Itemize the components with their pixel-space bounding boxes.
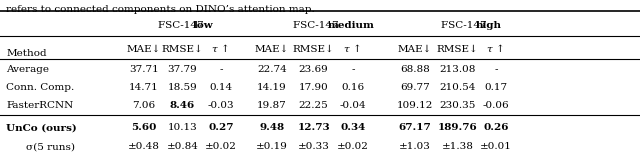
Text: 0.27: 0.27 xyxy=(208,123,234,133)
Text: RMSE↓: RMSE↓ xyxy=(436,45,479,54)
Text: σ(5 runs): σ(5 runs) xyxy=(26,142,75,151)
Text: 0.17: 0.17 xyxy=(484,83,508,92)
Text: 67.17: 67.17 xyxy=(398,123,431,133)
Text: FSC-147: FSC-147 xyxy=(441,21,490,30)
Text: 19.87: 19.87 xyxy=(257,101,287,111)
Text: RMSE↓: RMSE↓ xyxy=(161,45,204,54)
Text: 109.12: 109.12 xyxy=(397,101,433,111)
Text: FSC-147: FSC-147 xyxy=(159,21,207,30)
Text: 68.88: 68.88 xyxy=(400,65,429,74)
Text: 0.26: 0.26 xyxy=(483,123,509,133)
Text: high: high xyxy=(476,21,502,30)
Text: MAE↓: MAE↓ xyxy=(127,45,161,54)
Text: Average: Average xyxy=(6,65,49,74)
Text: τ ↑: τ ↑ xyxy=(487,45,505,54)
Text: ±1.03: ±1.03 xyxy=(399,142,431,151)
Text: Method: Method xyxy=(6,49,47,58)
Text: Conn. Comp.: Conn. Comp. xyxy=(6,83,75,92)
Text: ±0.02: ±0.02 xyxy=(337,142,369,151)
Text: 10.13: 10.13 xyxy=(168,123,197,133)
Text: 23.69: 23.69 xyxy=(299,65,328,74)
Text: 37.71: 37.71 xyxy=(129,65,159,74)
Text: ±1.38: ±1.38 xyxy=(442,142,474,151)
Text: ±0.01: ±0.01 xyxy=(480,142,512,151)
Text: -0.04: -0.04 xyxy=(340,101,367,111)
Text: 17.90: 17.90 xyxy=(299,83,328,92)
Text: 69.77: 69.77 xyxy=(400,83,429,92)
Text: ±0.33: ±0.33 xyxy=(298,142,330,151)
Text: FasterRCNN: FasterRCNN xyxy=(6,101,74,111)
Text: MAE↓: MAE↓ xyxy=(397,45,432,54)
Text: τ ↑: τ ↑ xyxy=(344,45,362,54)
Text: 22.74: 22.74 xyxy=(257,65,287,74)
Text: 12.73: 12.73 xyxy=(298,123,330,133)
Text: ±0.02: ±0.02 xyxy=(205,142,237,151)
Text: 8.46: 8.46 xyxy=(170,101,195,111)
Text: 37.79: 37.79 xyxy=(168,65,197,74)
Text: 189.76: 189.76 xyxy=(438,123,477,133)
Text: 9.48: 9.48 xyxy=(259,123,285,133)
Text: -: - xyxy=(494,65,498,74)
Text: 0.14: 0.14 xyxy=(209,83,232,92)
Text: 18.59: 18.59 xyxy=(168,83,197,92)
Text: 7.06: 7.06 xyxy=(132,101,156,111)
Text: medium: medium xyxy=(328,21,374,30)
Text: τ ↑: τ ↑ xyxy=(212,45,230,54)
Text: 14.71: 14.71 xyxy=(129,83,159,92)
Text: FSC-147: FSC-147 xyxy=(292,21,342,30)
Text: ±0.19: ±0.19 xyxy=(256,142,288,151)
Text: -: - xyxy=(219,65,223,74)
Text: UnCo (ours): UnCo (ours) xyxy=(6,123,77,133)
Text: 210.54: 210.54 xyxy=(440,83,476,92)
Text: 213.08: 213.08 xyxy=(440,65,476,74)
Text: RMSE↓: RMSE↓ xyxy=(292,45,335,54)
Text: refers to connected components on DINO’s attention map.: refers to connected components on DINO’s… xyxy=(6,5,315,14)
Text: 0.34: 0.34 xyxy=(340,123,366,133)
Text: ±0.84: ±0.84 xyxy=(166,142,198,151)
Text: MAE↓: MAE↓ xyxy=(255,45,289,54)
Text: -: - xyxy=(351,65,355,74)
Text: ±0.48: ±0.48 xyxy=(128,142,160,151)
Text: -0.03: -0.03 xyxy=(207,101,234,111)
Text: -0.06: -0.06 xyxy=(483,101,509,111)
Text: 0.16: 0.16 xyxy=(342,83,365,92)
Text: low: low xyxy=(193,21,213,30)
Text: 14.19: 14.19 xyxy=(257,83,287,92)
Text: 230.35: 230.35 xyxy=(440,101,476,111)
Text: 5.60: 5.60 xyxy=(131,123,157,133)
Text: 22.25: 22.25 xyxy=(299,101,328,111)
